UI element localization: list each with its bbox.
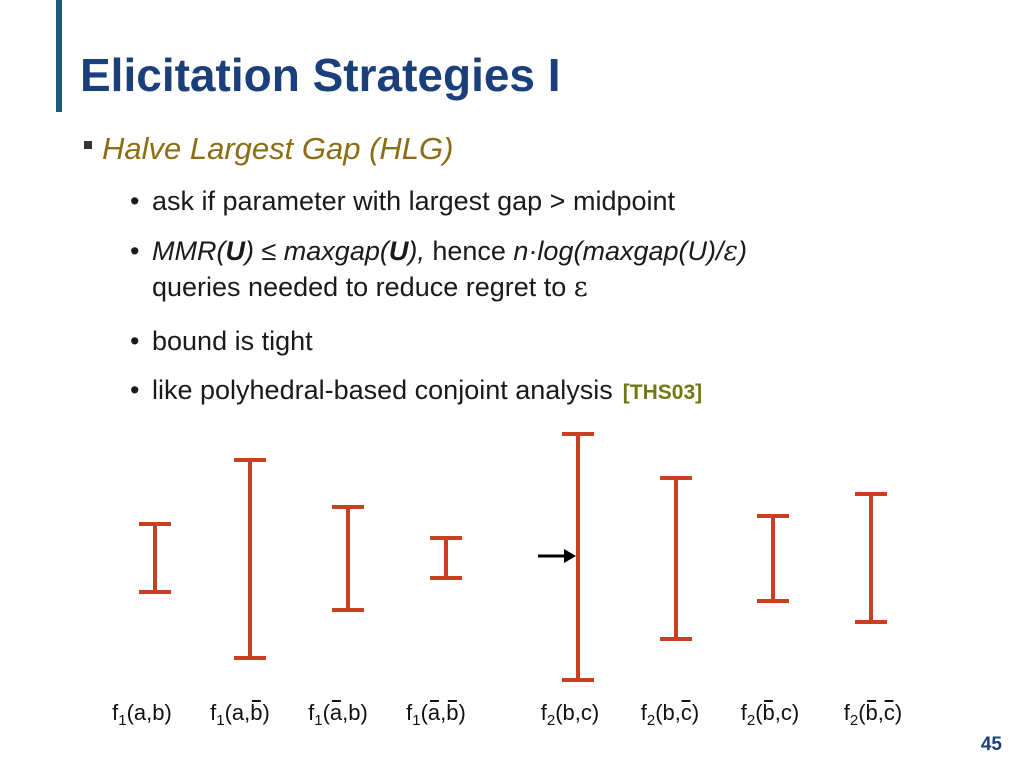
slide-title: Elicitation Strategies I (80, 49, 561, 101)
bullet-3-text: bound is tight (152, 326, 313, 356)
heading-text: Halve Largest Gap (HLG) (102, 131, 454, 166)
bullet-2: • MMR(U) ≤ maxgap(U), hence n·log(maxgap(… (130, 234, 747, 305)
page-number: 45 (980, 734, 1002, 755)
round-bullet-icon: • (130, 375, 140, 405)
hence-text: hence (424, 236, 514, 266)
epsilon-symbol-2: ε (573, 271, 588, 303)
round-bullet-icon: • (130, 186, 140, 216)
mmr-u: U (225, 236, 245, 266)
gap-label-4: f1(a,b) (406, 700, 466, 729)
round-bullet-icon: • (130, 236, 140, 266)
mmr-prefix: MMR( (152, 236, 226, 266)
bullet-4-text: like polyhedral-based conjoint analysis (152, 375, 613, 405)
round-bullet-icon: • (130, 326, 140, 356)
gap-label-6: f2(b,c) (641, 700, 699, 729)
bullet-3: • bound is tight (130, 324, 313, 359)
epsilon-symbol: ε (723, 236, 739, 267)
bullet-2-line-2-text: queries needed to reduce regret to (152, 271, 574, 302)
bullet-4: • like polyhedral-based conjoint analysis… (130, 373, 702, 408)
formula-close: ) (738, 236, 747, 266)
mmr-suffix: ) ≤ maxgap( (244, 236, 389, 266)
maxgap-suffix: ), (408, 236, 425, 266)
parameter-gap-diagram: f1(a,b) f1(a,b) f1(a,b) f1(a,b) f2(b,c) f2(b,… (112, 432, 902, 729)
formula-text: n·log(maxgap(U)/ (513, 236, 724, 266)
title-accent-bar (56, 0, 62, 112)
gap-label-3: f1(a,b) (308, 700, 368, 729)
gap-label-2: f1(a,b) (210, 700, 270, 729)
square-bullet-icon (84, 140, 92, 149)
bullet-1-text: ask if parameter with largest gap > midp… (152, 186, 676, 216)
gap-label-8: f2(b,c) (844, 700, 902, 729)
citation: [THS03] (622, 381, 703, 404)
gap-label-5: f2(b,c) (541, 700, 599, 729)
gap-label-7: f2(b,c) (741, 700, 799, 729)
gap-label-1: f1(a,b) (112, 700, 172, 729)
bullet-2-line-2: queries needed to reduce regret to ε (130, 270, 747, 306)
heading-bullet: Halve Largest Gap (HLG) (84, 130, 453, 167)
maxgap-u: U (388, 236, 409, 266)
bullet-1: • ask if parameter with largest gap > mid… (130, 184, 675, 219)
selection-arrowhead-icon (564, 549, 576, 563)
